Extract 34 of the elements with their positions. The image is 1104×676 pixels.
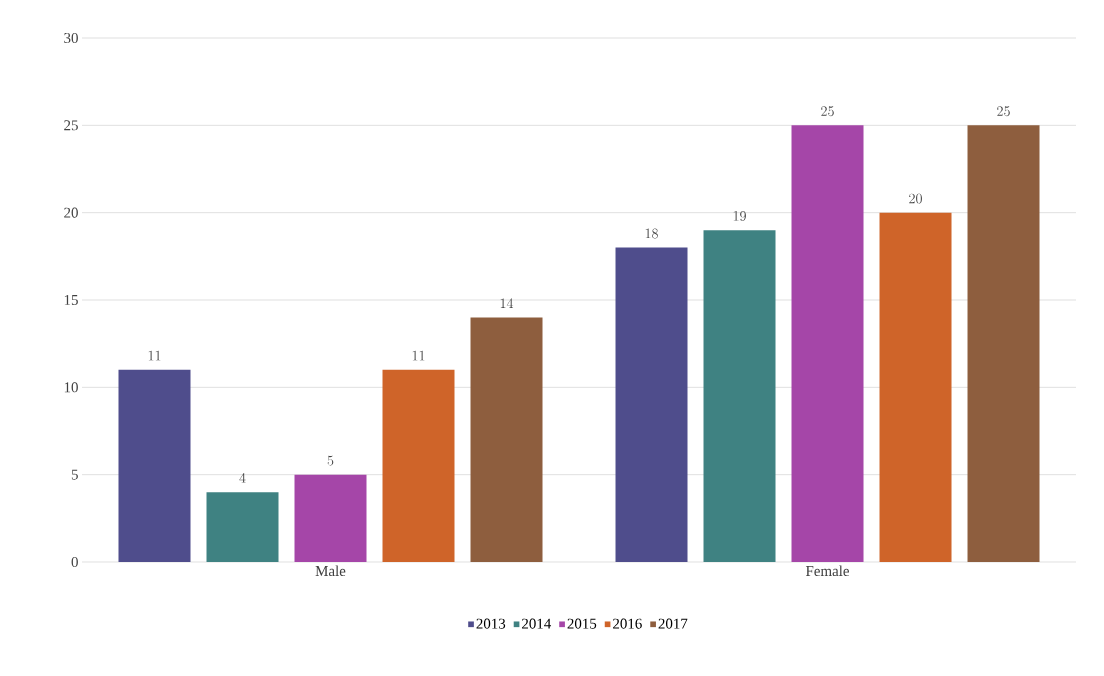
- y-tick-label: 20: [64, 207, 78, 218]
- data-label: 14: [500, 298, 514, 308]
- bar: [118, 369, 191, 562]
- data-label: 11: [148, 350, 161, 361]
- data-label: 19: [733, 211, 746, 221]
- data-label: 5: [327, 455, 334, 466]
- data-label: 25: [821, 106, 834, 117]
- bar: [470, 317, 543, 562]
- legend-label: 2014: [522, 618, 552, 629]
- legend-label: 2015: [567, 618, 597, 629]
- bar: [382, 369, 455, 562]
- y-tick-label: 5: [71, 469, 78, 480]
- legend-label: 2016: [613, 618, 642, 629]
- y-tick-label: 15: [64, 295, 78, 305]
- bar: [791, 125, 864, 562]
- y-tick-label: 30: [64, 32, 78, 44]
- data-label: 20: [909, 193, 922, 204]
- y-tick-label: 0: [71, 556, 78, 568]
- data-label: 11: [412, 350, 425, 361]
- legend-label: 2013: [476, 618, 506, 629]
- y-tick-label: 10: [64, 382, 78, 393]
- data-label: 18: [645, 228, 658, 239]
- data-label: 4: [239, 472, 246, 483]
- data-label: 25: [997, 106, 1010, 117]
- x-tick-label: Female: [805, 565, 849, 577]
- bar: [615, 247, 688, 562]
- y-tick-label: 25: [64, 120, 78, 131]
- legend-label: 2017: [658, 618, 688, 629]
- bar: [879, 212, 952, 562]
- bar: [206, 492, 279, 562]
- bar: [294, 474, 367, 562]
- bar: [703, 230, 776, 562]
- bar: [967, 125, 1040, 562]
- x-tick-label: Male: [315, 565, 346, 577]
